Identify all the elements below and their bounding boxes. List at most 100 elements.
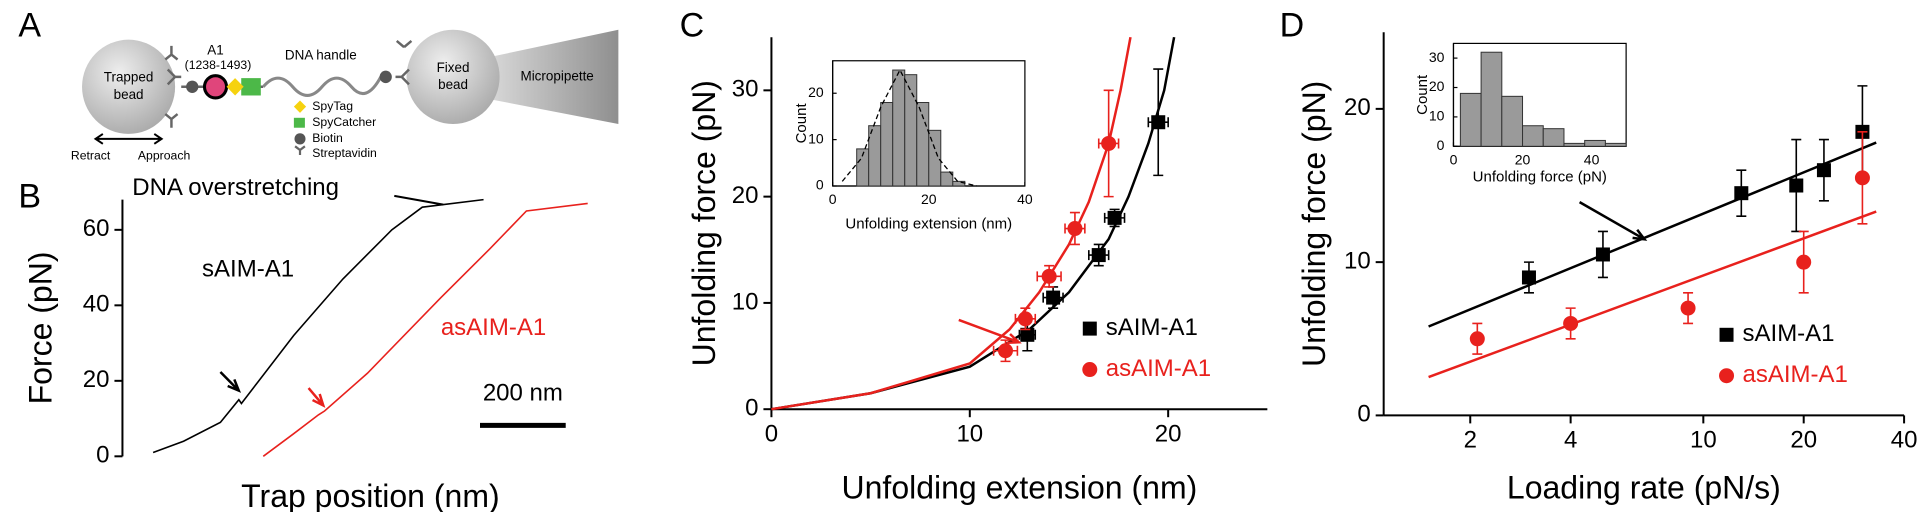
y-tick-label: 20	[1344, 94, 1371, 121]
x-tick-label: 20	[1515, 152, 1531, 168]
marker	[1521, 270, 1536, 285]
y-axis-label: Count	[793, 103, 810, 144]
histogram-bar	[1542, 128, 1565, 147]
dna-handle	[262, 76, 383, 98]
legend-biotin	[294, 133, 306, 145]
y-axis-label: Force (pN)	[22, 252, 58, 405]
series-label: sAIM-A1	[202, 256, 294, 283]
approach-label: Approach	[138, 148, 191, 162]
biotin	[186, 80, 199, 93]
y-tick-label: 20	[808, 84, 824, 100]
arrow	[1578, 201, 1648, 241]
x-tick-label: 10	[1690, 427, 1717, 454]
a1-domain	[202, 74, 229, 100]
marker	[1854, 170, 1870, 186]
trapped-bead-label: bead	[114, 87, 144, 102]
marker	[1017, 311, 1033, 327]
x-axis-label: Trap position (nm)	[241, 478, 499, 512]
x-axis-label: Unfolding extension (nm)	[842, 469, 1198, 505]
marker	[1046, 290, 1061, 305]
biotin	[379, 70, 392, 84]
legend-label: asAIM-A1	[1106, 355, 1211, 382]
histogram-bar	[1584, 139, 1606, 147]
move-arrow	[93, 133, 164, 145]
legend-label: sAIM-A1	[1106, 314, 1198, 341]
dna-handle-label: DNA handle	[285, 47, 357, 62]
schematic: Micropipette Trapped bead Fixed bead A1 …	[71, 29, 619, 163]
arrow	[958, 318, 1022, 345]
y-tick-label: 30	[1429, 49, 1445, 65]
x-tick-label: 40	[1891, 427, 1918, 454]
marker	[1091, 248, 1106, 263]
x-tick-label: 0	[829, 191, 837, 207]
legend-label: asAIM-A1	[1743, 361, 1848, 388]
y-axis-label: Count	[1414, 74, 1431, 115]
histogram-bar	[892, 69, 906, 187]
x-tick-label: 40	[1017, 191, 1033, 207]
legend-label: Biotin	[312, 131, 343, 145]
annotation-leader	[394, 194, 444, 206]
y-tick-label: 0	[96, 442, 109, 469]
panel-label: C	[680, 6, 705, 44]
a1-range: (1238-1493)	[185, 58, 252, 72]
spycatcher	[241, 78, 261, 96]
marker	[1595, 247, 1610, 262]
y-tick-label: 30	[732, 76, 759, 103]
y-tick-label: 20	[732, 182, 759, 209]
y-tick-label: 10	[732, 288, 759, 315]
marker	[1041, 268, 1057, 284]
trapped-bead-label: Trapped	[104, 70, 154, 85]
streptavidin	[164, 39, 413, 128]
x-tick-label: 20	[1155, 421, 1182, 448]
legend-label: Streptavidin	[312, 146, 377, 160]
a1-label: A1	[207, 42, 223, 57]
legend-spytag	[293, 100, 307, 113]
y-axis-label: Unfolding force (pN)	[1296, 81, 1332, 367]
legend-label: SpyCatcher	[312, 115, 376, 129]
legend-marker	[1719, 368, 1735, 384]
histogram-bar	[1501, 95, 1524, 147]
fixed-bead-label: Fixed	[437, 60, 470, 75]
x-tick-label: 0	[1450, 152, 1458, 168]
histogram-bar	[928, 129, 942, 187]
marker	[1789, 178, 1804, 193]
arrow	[219, 371, 242, 393]
x-tick-label: 20	[921, 191, 937, 207]
y-tick-label: 60	[83, 215, 110, 242]
series-label: asAIM-A1	[441, 314, 546, 341]
trapped-bead	[82, 39, 176, 134]
y-tick-label: 20	[83, 366, 110, 393]
marker	[1067, 221, 1083, 237]
trace	[262, 202, 588, 457]
legend-label: sAIM-A1	[1743, 320, 1835, 347]
marker	[1680, 300, 1696, 316]
trace	[152, 198, 484, 454]
y-axis-label: Unfolding force (pN)	[686, 80, 722, 366]
x-tick-label: 2	[1464, 427, 1477, 454]
histogram-bar	[940, 171, 954, 187]
x-tick-label: 4	[1564, 427, 1577, 454]
panel-label: D	[1280, 6, 1305, 44]
micropipette	[489, 29, 619, 124]
panel-label: B	[18, 177, 41, 215]
marker	[1734, 186, 1749, 201]
x-axis-label: Loading rate (pN/s)	[1507, 469, 1781, 505]
legend-spycatcher	[293, 117, 305, 128]
marker	[1151, 115, 1166, 130]
marker	[1563, 315, 1579, 331]
legend-streptavidin	[294, 145, 306, 156]
micropipette-label: Micropipette	[520, 68, 593, 83]
fit-line	[1428, 210, 1877, 379]
annotation: DNA overstretching	[132, 174, 339, 201]
histogram-bar	[1459, 92, 1482, 147]
x-axis-label: Unfolding extension (nm)	[845, 215, 1012, 232]
marker	[1796, 254, 1812, 270]
retract-label: Retract	[71, 148, 111, 162]
histogram-bar	[1604, 142, 1627, 147]
x-tick-label: 10	[956, 421, 983, 448]
legend-label: SpyTag	[312, 99, 353, 113]
legend-marker	[1719, 327, 1734, 342]
fit-curve	[841, 68, 977, 187]
arrow	[307, 387, 326, 408]
marker	[1101, 135, 1117, 151]
